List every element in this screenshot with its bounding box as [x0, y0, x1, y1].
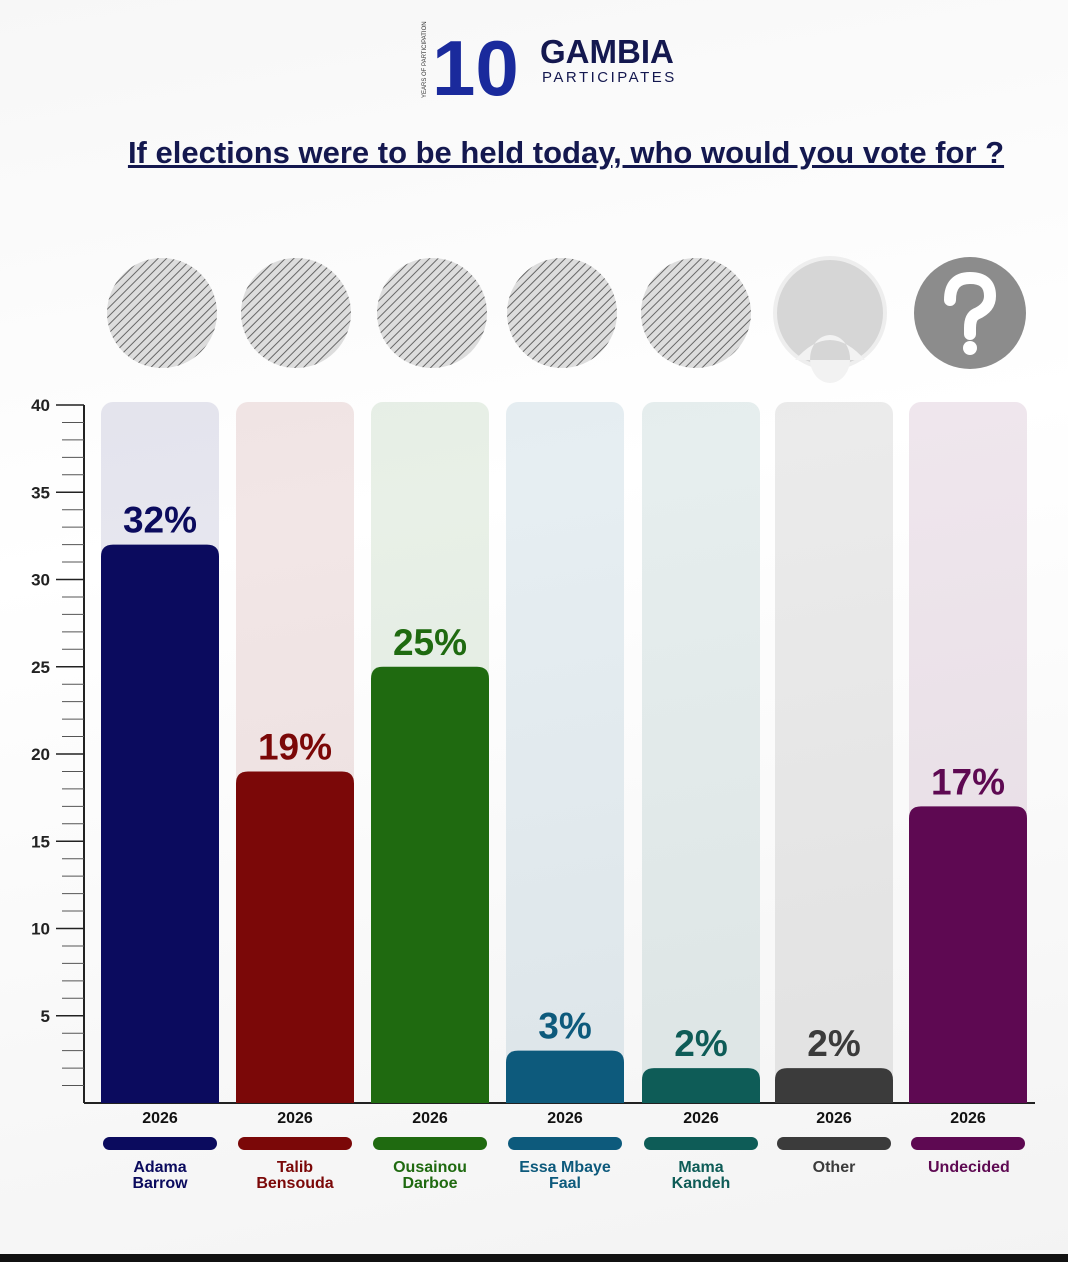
- bar: [236, 771, 354, 1103]
- legend-pill: [373, 1137, 487, 1150]
- legend-pill: [238, 1137, 352, 1150]
- portrait: [641, 258, 751, 368]
- y-tick-label: 35: [31, 483, 50, 502]
- silhouette: [795, 335, 865, 383]
- legend-pill: [508, 1137, 622, 1150]
- category-label: Essa Mbaye Faal: [519, 1159, 611, 1192]
- legend-pill: [644, 1137, 758, 1150]
- bar: [371, 666, 489, 1103]
- category-label: Other: [812, 1159, 856, 1176]
- y-tick-label: 30: [31, 571, 50, 590]
- year-label: 2026: [277, 1110, 313, 1127]
- value-label: 2%: [807, 1023, 860, 1064]
- category-label: Undecided: [928, 1159, 1010, 1176]
- year-label: 2026: [683, 1110, 719, 1127]
- value-label: 2%: [674, 1023, 727, 1064]
- chart-title: If elections were to be held today, who …: [127, 135, 1005, 170]
- portrait-blank: [773, 256, 887, 370]
- y-tick-label: 40: [31, 396, 50, 415]
- bar: [642, 1068, 760, 1103]
- legend-pill: [103, 1137, 217, 1150]
- year-label: 2026: [412, 1110, 448, 1127]
- question-icon: [944, 271, 997, 340]
- bar: [101, 544, 219, 1103]
- y-tick-label: 15: [31, 832, 50, 851]
- logo-number: 10: [432, 24, 519, 112]
- portrait: [107, 258, 217, 368]
- value-label: 25%: [393, 622, 467, 663]
- bottom-band: [0, 1254, 1068, 1262]
- portrait: [377, 258, 487, 368]
- brand: GAMBIA: [540, 33, 674, 70]
- portrait: [507, 258, 617, 368]
- bar-track: [506, 402, 624, 1103]
- bar: [775, 1068, 893, 1103]
- category-label: Mama Kandeh: [671, 1159, 731, 1192]
- logo-side-text: YEARS OF PARTICIPATION: [422, 21, 428, 98]
- bar-track: [642, 402, 760, 1103]
- portrait: [241, 258, 351, 368]
- y-tick-label: 20: [31, 745, 50, 764]
- legend-pill: [777, 1137, 891, 1150]
- y-tick-label: 10: [31, 920, 50, 939]
- bar-track: [775, 402, 893, 1103]
- value-label: 19%: [258, 726, 332, 767]
- portraits: [107, 256, 1026, 383]
- year-label: 2026: [547, 1110, 583, 1127]
- value-label: 17%: [931, 761, 1005, 802]
- bar: [909, 806, 1027, 1103]
- year-label: 2026: [816, 1110, 852, 1127]
- year-label: 2026: [950, 1110, 986, 1127]
- category-label: Adama Barrow: [132, 1159, 188, 1192]
- category-label: Talib Bensouda: [256, 1159, 334, 1192]
- y-tick-label: 25: [31, 658, 50, 677]
- value-label: 3%: [538, 1006, 591, 1047]
- legend-pill: [911, 1137, 1025, 1150]
- question-icon: [963, 341, 977, 355]
- value-label: 32%: [123, 500, 197, 541]
- brand-sub: PARTICIPATES: [542, 69, 677, 86]
- category-label: Ousainou Darboe: [393, 1159, 467, 1192]
- bar: [506, 1050, 624, 1103]
- year-label: 2026: [142, 1110, 178, 1127]
- y-tick-label: 5: [41, 1007, 50, 1026]
